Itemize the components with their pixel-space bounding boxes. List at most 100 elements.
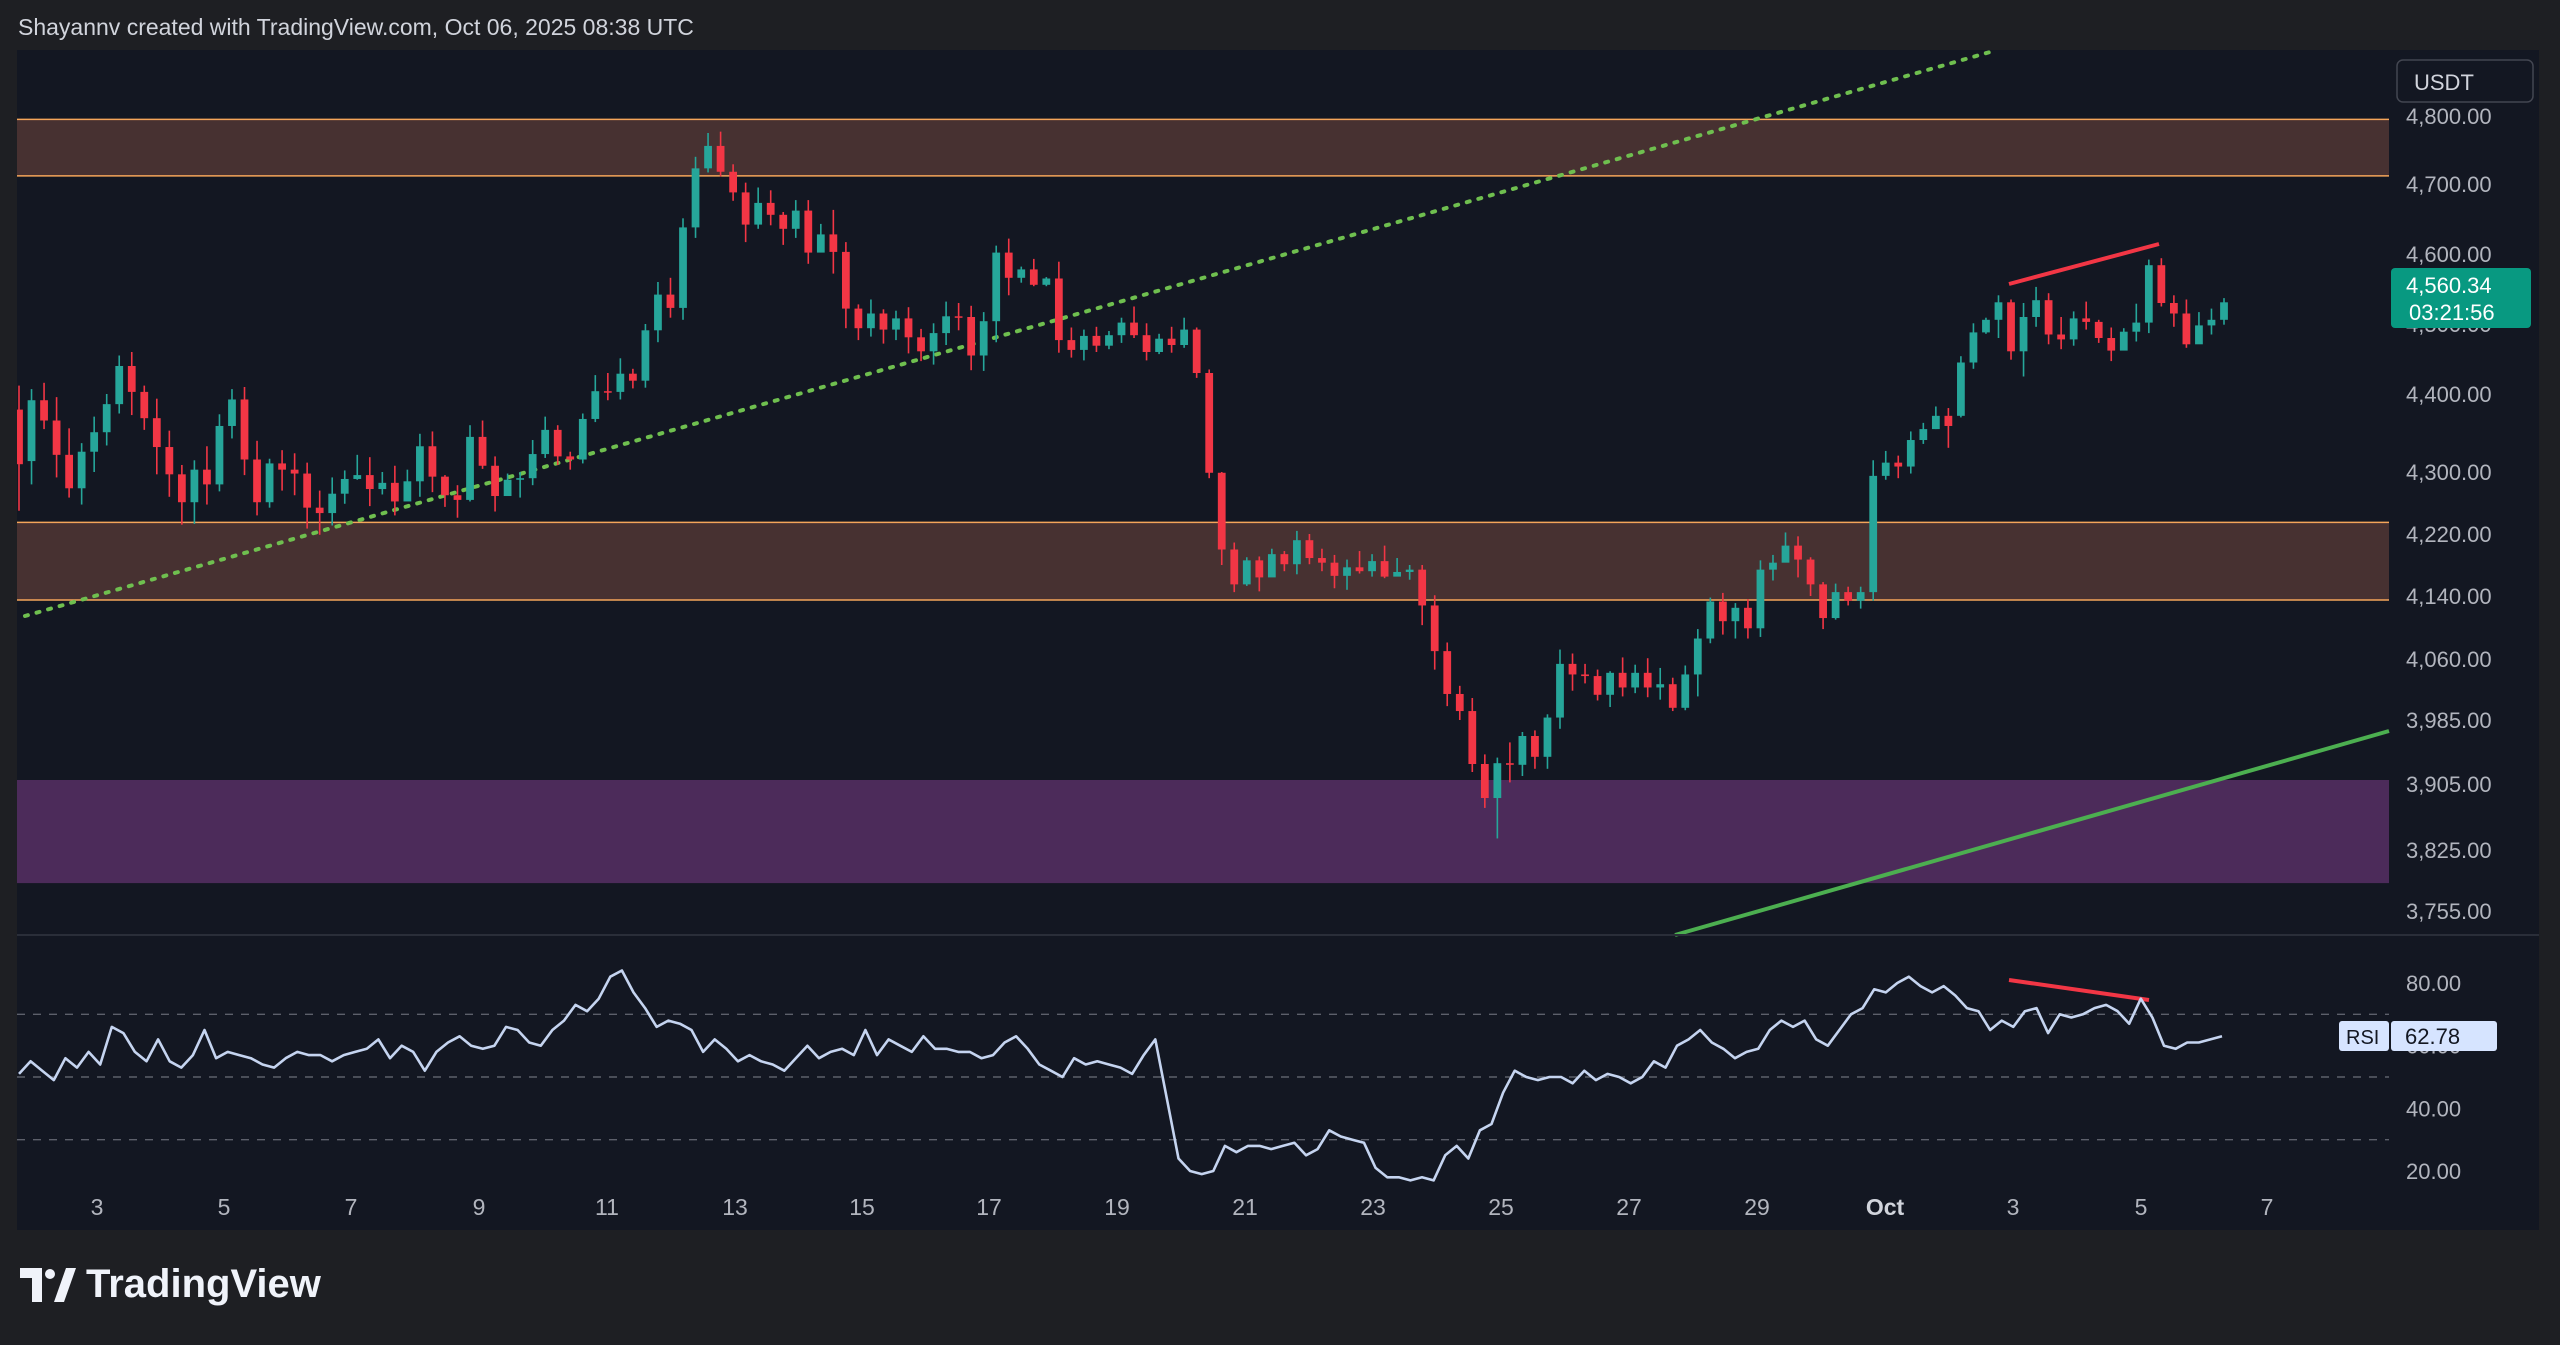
candle-body	[127, 366, 136, 392]
candle-body	[1631, 672, 1640, 688]
candle-body	[215, 425, 224, 485]
demand-zone	[17, 780, 2389, 884]
candle-body	[829, 234, 838, 252]
chart-attribution: Shayannv created with TradingView.com, O…	[18, 14, 694, 40]
candle-body	[779, 214, 788, 229]
candle-body	[240, 399, 249, 460]
candle-body	[854, 308, 863, 329]
candle-body	[52, 420, 61, 455]
time-axis[interactable]: 3 5 7 9 11 13 15 17 19 21 23 25 27 29 Oct 3 5 7	[91, 1194, 2274, 1220]
rsi-name-box	[2339, 1021, 2389, 1051]
candle-body	[1217, 472, 1226, 550]
candle-body	[1130, 322, 1138, 336]
candle-body	[253, 459, 261, 503]
candle-body	[1706, 601, 1715, 639]
time-tick-label: 19	[1104, 1194, 1130, 1220]
candle-body	[1957, 362, 1965, 416]
candle-body	[1493, 763, 1502, 799]
candle-body	[1994, 302, 2003, 320]
candle-body	[1480, 764, 1489, 799]
candle-body	[390, 482, 399, 502]
chart-canvas[interactable]: 4,800.004,700.004,600.004,500.004,400.00…	[17, 50, 2539, 1230]
last-price-badge-box	[2391, 268, 2531, 328]
candle-body	[1255, 560, 1264, 578]
last-price-value: 4,560.34	[2406, 273, 2492, 298]
candle-body	[1982, 319, 1990, 333]
candle-body	[1393, 571, 1402, 577]
candle-body	[1944, 415, 1953, 426]
tradingview-wordmark: TradingView	[86, 1262, 321, 1306]
candle-body	[1004, 252, 1013, 278]
candle-body	[2019, 317, 2028, 352]
candle-body	[1017, 269, 1026, 278]
candle-body	[353, 475, 362, 479]
candle-body	[1756, 569, 1765, 629]
price-tick-label: 4,060.00	[2406, 647, 2492, 672]
currency-selector-label: USDT	[2414, 70, 2474, 95]
price-tick-label: 4,600.00	[2406, 242, 2492, 267]
time-tick-label: 3	[91, 1194, 104, 1220]
candle-body	[541, 429, 550, 455]
candle-body	[691, 168, 700, 228]
candle-body	[140, 391, 149, 419]
candle-body	[1054, 278, 1063, 341]
candle-body	[666, 294, 675, 308]
price-tick-label: 4,300.00	[2406, 460, 2492, 485]
time-tick-label: 11	[595, 1194, 619, 1220]
candle-body	[578, 418, 587, 460]
candle-body	[516, 478, 525, 480]
candle-body	[1368, 561, 1376, 572]
candle-body	[1844, 592, 1853, 601]
candle-body	[228, 399, 236, 426]
time-tick-label: 5	[218, 1194, 231, 1220]
rsi-tick-label: 20.00	[2406, 1159, 2461, 1184]
candle-body	[378, 482, 387, 490]
candle-body	[1355, 567, 1364, 572]
time-tick-label: Oct	[1866, 1194, 1905, 1220]
candle-body	[679, 227, 687, 308]
time-tick-label: 15	[849, 1194, 875, 1220]
bearish-divergence-price	[2008, 242, 2160, 286]
candle-body	[741, 192, 750, 225]
candle-body	[27, 400, 36, 462]
candle-body	[1819, 584, 1827, 619]
candle-body	[1029, 269, 1038, 285]
price-tick-label: 4,400.00	[2406, 382, 2492, 407]
time-tick-label: 7	[2261, 1194, 2274, 1220]
time-tick-label: 29	[1744, 1194, 1770, 1220]
candle-body	[102, 404, 111, 433]
candle-body	[1919, 429, 1928, 441]
candle-body	[1105, 335, 1113, 346]
candle-body	[1969, 332, 1978, 363]
time-tick-label: 7	[345, 1194, 358, 1220]
rsi-name-label: RSI	[2346, 1027, 2379, 1049]
candle-body	[1468, 711, 1477, 764]
chart-container[interactable]: 4,800.004,700.004,600.004,500.004,400.00…	[17, 50, 2539, 1230]
candle-body	[1831, 592, 1840, 619]
candle-body	[328, 493, 337, 514]
candle-body	[1167, 338, 1176, 345]
candle-body	[1242, 560, 1251, 585]
candle-body	[1806, 559, 1815, 585]
candle-body	[1405, 569, 1414, 572]
price-axis[interactable]: 4,800.004,700.004,600.004,500.004,400.00…	[2396, 59, 2534, 924]
candle-body	[1606, 672, 1614, 695]
candle-body	[65, 454, 73, 489]
price-tick-label: 4,140.00	[2406, 584, 2492, 609]
trendlines	[23, 50, 2390, 937]
candle-body	[2207, 319, 2216, 326]
candle-body	[566, 456, 575, 460]
candle-body	[165, 447, 174, 475]
currency-selector[interactable]: USDT	[2396, 59, 2534, 103]
bearish-divergence-rsi	[2008, 978, 2150, 1002]
candle-body	[17, 409, 23, 465]
candle-body	[1681, 674, 1690, 708]
candle-body	[766, 202, 775, 215]
support-zone	[17, 522, 2389, 600]
candle-body	[1668, 684, 1677, 708]
candle-body	[1794, 545, 1802, 560]
price-tick-label: 4,700.00	[2406, 172, 2492, 197]
candle-body	[2119, 331, 2128, 351]
